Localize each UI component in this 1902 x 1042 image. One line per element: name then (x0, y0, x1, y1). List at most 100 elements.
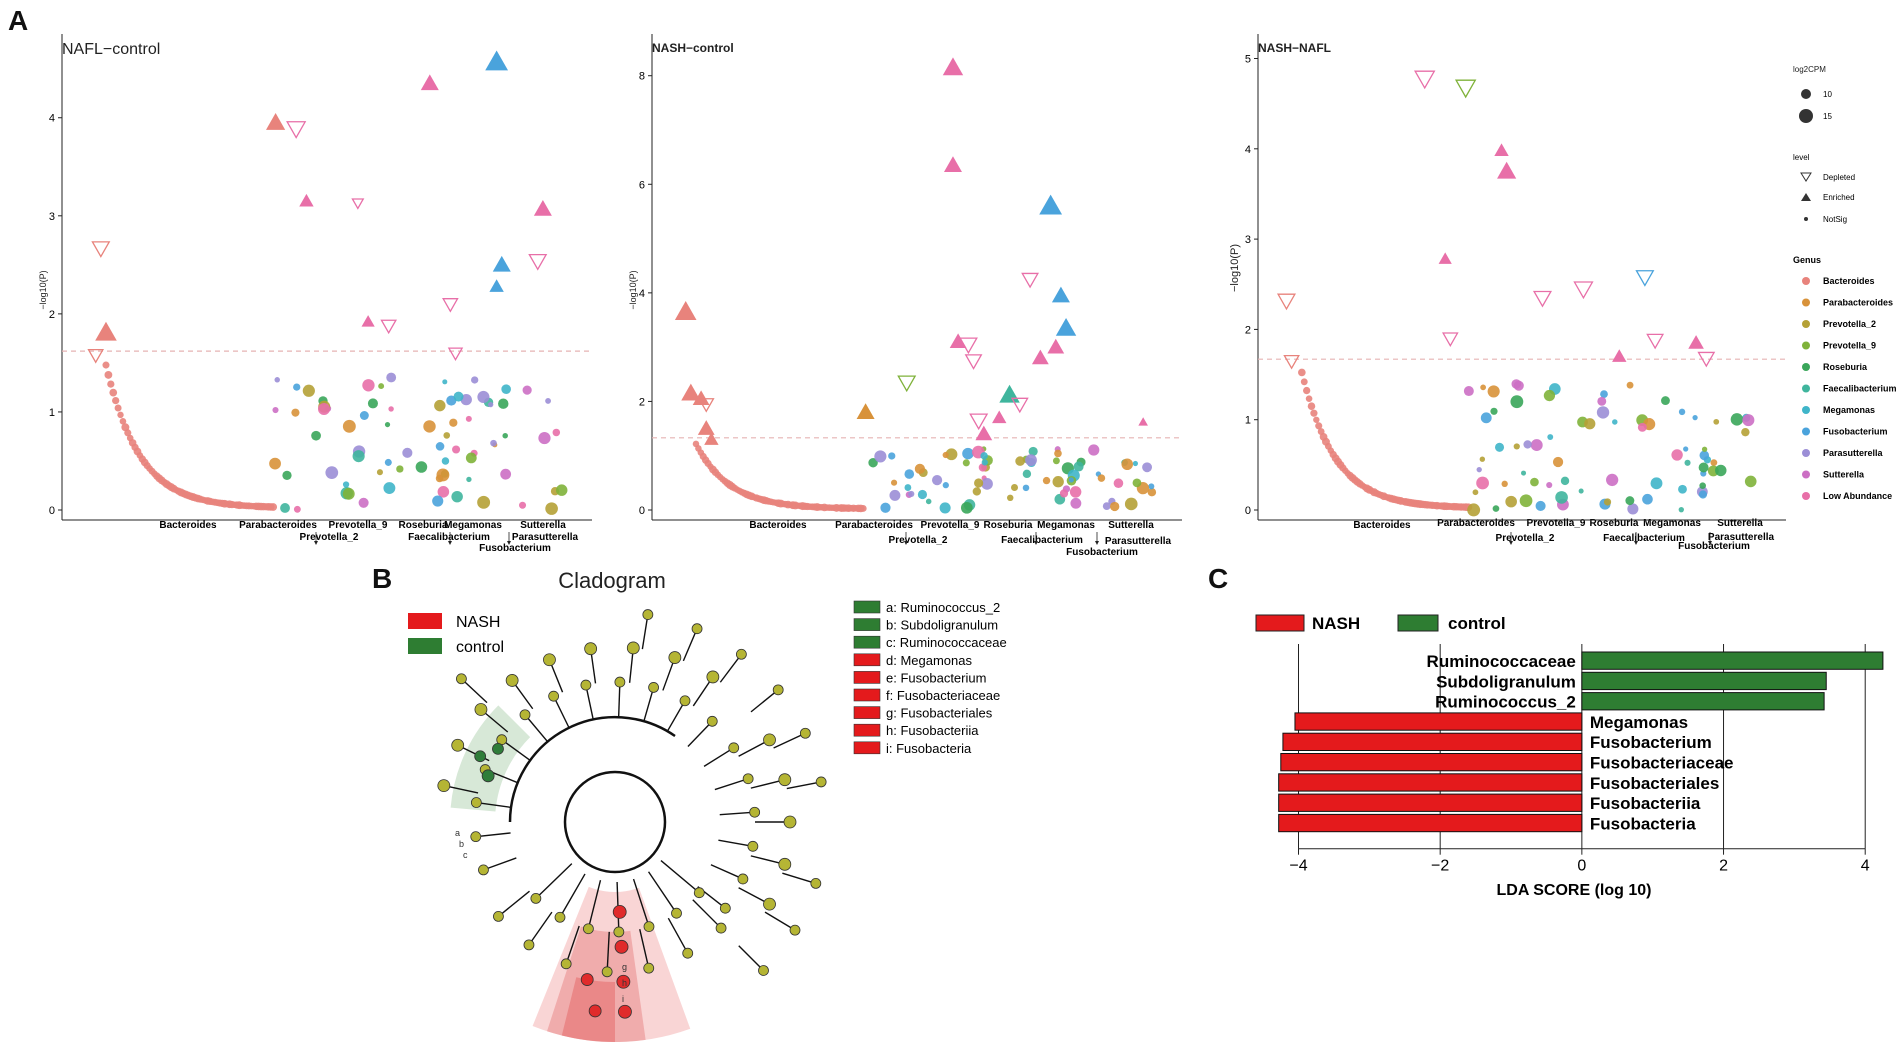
depleted-triangle-marker (958, 337, 978, 355)
genus-arrow-head (448, 541, 452, 545)
depleted-triangle-marker (1646, 333, 1665, 350)
cladogram-branch (750, 689, 779, 713)
genus-label: Parasutterella (512, 532, 579, 543)
key-label: f: Fusobacteriaceae (886, 688, 1000, 703)
data-point (1741, 427, 1750, 437)
key-label: h: Fusobacteriia (886, 723, 979, 738)
data-point (291, 408, 300, 417)
plot-title: NASH−NAFL (1258, 41, 1331, 55)
depleted-triangle-marker (447, 347, 464, 362)
cladogram-node (618, 1004, 632, 1019)
data-point (302, 384, 315, 397)
genus-label: Sutterella (1717, 518, 1763, 529)
cladogram-node (584, 642, 598, 656)
data-point (1113, 478, 1124, 489)
genus-legend-label: Parabacteroides (1823, 298, 1893, 308)
genus-legend-label: Low Abundance (1823, 491, 1892, 501)
y-tick-label: 4 (1245, 144, 1251, 156)
cladogram-branch (585, 684, 594, 720)
data-point (1715, 464, 1727, 477)
lda-bar-label: Ruminococcaceae (1427, 652, 1576, 671)
data-point (434, 399, 446, 412)
data-point (1010, 484, 1018, 492)
depleted-triangle-marker (1532, 290, 1553, 308)
cladogram-branch (641, 614, 649, 650)
cladogram-branch (587, 880, 602, 929)
data-point (435, 442, 445, 451)
data-point (452, 445, 461, 454)
data-point (109, 388, 118, 397)
data-point (904, 469, 915, 479)
enriched-triangle-marker (1039, 194, 1063, 215)
cladogram-branch (559, 873, 586, 918)
data-point (974, 478, 984, 488)
cladogram-node (478, 864, 489, 876)
data-point (342, 487, 355, 500)
data-point (342, 419, 356, 433)
y-axis-label: −log10(P) (38, 270, 48, 309)
data-point (1701, 446, 1708, 452)
key-label: b: Subdoligranulum (886, 618, 998, 633)
genus-legend-label: Prevotella_2 (1823, 319, 1876, 329)
data-point (378, 383, 385, 390)
genus-legend-label: Megamonas (1823, 405, 1875, 415)
cladogram-node (643, 921, 655, 933)
key-label: d: Megamonas (886, 653, 972, 668)
data-point (1069, 486, 1082, 498)
cladogram-node (693, 887, 705, 899)
data-point (1513, 443, 1520, 450)
cladogram-node (474, 750, 487, 763)
genus-label: Roseburia (399, 520, 448, 531)
legend-swatch-nash (1255, 614, 1305, 632)
data-point (942, 451, 949, 459)
genus-label: Megamonas (1037, 520, 1095, 531)
data-point (1710, 459, 1718, 467)
genus-label: Prevotella_2 (1496, 533, 1555, 544)
data-point (914, 463, 925, 474)
y-tick-label: 3 (49, 211, 55, 223)
key-swatch (853, 635, 881, 649)
lda-bar-label: Megamonas (1590, 713, 1688, 732)
cladogram-branch (692, 899, 722, 929)
cladogram-panel: Cladogram NASH control a: Ruminococcus_2… (408, 568, 1007, 1042)
genus-legend-dot (1802, 449, 1810, 457)
cladogram-node (815, 776, 827, 788)
lda-bar-label: Fusobacteriia (1590, 794, 1701, 813)
cladogram-node (601, 966, 613, 978)
cladogram-node (737, 873, 749, 885)
cladogram-branch (565, 925, 580, 965)
data-point (962, 459, 970, 467)
cladogram-node (612, 904, 627, 919)
cladogram-node (691, 623, 703, 635)
y-tick-label: 2 (1245, 324, 1251, 336)
enriched-triangle-marker (1138, 417, 1148, 426)
data-point (1578, 488, 1584, 494)
cladogram-title: Cladogram (558, 568, 666, 593)
data-point (388, 406, 394, 412)
data-point (868, 457, 878, 468)
cladogram-node (523, 939, 535, 951)
data-point (1612, 419, 1618, 425)
data-point (1070, 497, 1082, 509)
lda-bar (1278, 773, 1583, 792)
cladogram-node (456, 673, 467, 685)
data-point (280, 503, 290, 513)
data-point (1596, 406, 1610, 419)
depleted-triangle-marker (91, 241, 111, 258)
data-point (1597, 396, 1607, 406)
enriched-triangle-marker (856, 403, 875, 420)
data-point (121, 423, 130, 432)
data-point (104, 371, 113, 379)
data-point (1068, 477, 1074, 483)
data-point (325, 466, 339, 479)
data-point (498, 398, 509, 409)
data-point (1510, 395, 1524, 409)
depleted-triangle-marker (1697, 351, 1716, 368)
lda-bar-label: Ruminococcus_2 (1435, 693, 1576, 712)
key-swatch (853, 671, 881, 684)
cladogram-branch (687, 720, 713, 747)
enriched-triangle-marker (1051, 286, 1070, 303)
cladogram-node (682, 947, 694, 959)
enriched-triangle-marker (697, 420, 715, 435)
data-point (477, 495, 491, 509)
